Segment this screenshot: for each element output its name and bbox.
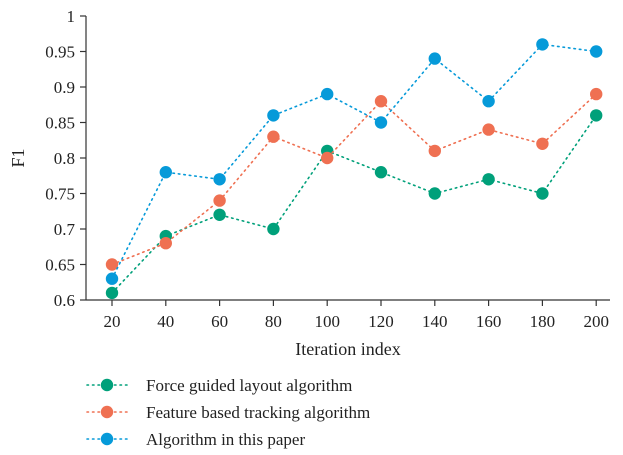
data-point	[105, 286, 119, 300]
legend-marker	[100, 405, 114, 419]
legend-item: Feature based tracking algorithm	[86, 403, 370, 422]
axes	[85, 16, 610, 301]
legend-item: Force guided layout algorithm	[86, 376, 352, 395]
series-line	[111, 93, 598, 266]
data-point	[105, 272, 119, 285]
y-axis-title: F1	[8, 148, 28, 167]
y-tick-label: 0.95	[45, 43, 75, 62]
data-point	[374, 116, 388, 129]
x-tick-label: 140	[422, 312, 448, 331]
legend: Force guided layout algorithm Feature bas…	[86, 376, 370, 449]
data-point	[374, 166, 388, 179]
data-point	[159, 237, 172, 250]
data-point	[536, 38, 549, 51]
data-point	[267, 130, 280, 143]
y-tick-label: 0.85	[45, 114, 75, 133]
legend-label: Algorithm in this paper	[146, 430, 305, 449]
y-tick-label: 0.65	[45, 256, 75, 275]
data-point	[590, 45, 603, 58]
data-point	[159, 166, 172, 179]
data-point	[536, 137, 549, 150]
y-tick-label: 0.75	[45, 185, 75, 204]
data-point	[590, 87, 603, 101]
data-point	[213, 194, 226, 207]
x-tick-label: 120	[368, 312, 394, 331]
x-tick-label: 80	[265, 312, 282, 331]
x-tick-label: 20	[104, 312, 121, 331]
series-3	[105, 38, 603, 285]
series-line	[111, 43, 598, 280]
series-2	[105, 87, 603, 271]
legend-marker	[100, 432, 114, 446]
x-tick-label: 200	[583, 312, 609, 331]
series-1	[105, 109, 603, 300]
x-tick-label: 100	[314, 312, 340, 331]
data-point	[428, 187, 441, 200]
data-point	[428, 52, 441, 65]
x-tick-label: 160	[476, 312, 502, 331]
y-tick-label: 0.7	[54, 220, 76, 239]
data-point	[482, 123, 495, 136]
legend-item: Algorithm in this paper	[86, 430, 305, 449]
series-layer	[105, 38, 603, 300]
y-tick-label: 1	[67, 7, 76, 26]
data-point	[428, 144, 441, 158]
y-tick-label: 0.9	[54, 78, 75, 97]
legend-label: Feature based tracking algorithm	[146, 403, 370, 422]
data-point	[267, 222, 280, 236]
y-tick-label: 0.8	[54, 149, 75, 168]
x-tick-label: 180	[530, 312, 556, 331]
x-tick-label: 60	[211, 312, 228, 331]
legend-marker	[100, 378, 114, 392]
data-point	[536, 187, 549, 200]
data-point	[482, 173, 495, 186]
y-tick-label: 0.6	[54, 291, 75, 310]
data-point	[321, 151, 334, 165]
data-point	[482, 95, 495, 108]
data-point	[105, 258, 119, 271]
data-point	[213, 173, 226, 186]
y-ticks: 0.6 0.65 0.7 0.75 0.8 0.85 0.9 0.95 1	[45, 7, 86, 310]
x-tick-label: 40	[157, 312, 174, 331]
data-point	[590, 109, 603, 122]
legend-label: Force guided layout algorithm	[146, 376, 352, 395]
data-point	[267, 109, 280, 122]
data-point	[374, 95, 388, 108]
data-point	[321, 87, 334, 101]
series-line	[111, 114, 598, 294]
x-ticks: 20 40 60 80 100 120 140 160 180 200	[104, 300, 609, 331]
data-point	[213, 208, 226, 221]
x-axis-title: Iteration index	[295, 339, 400, 359]
